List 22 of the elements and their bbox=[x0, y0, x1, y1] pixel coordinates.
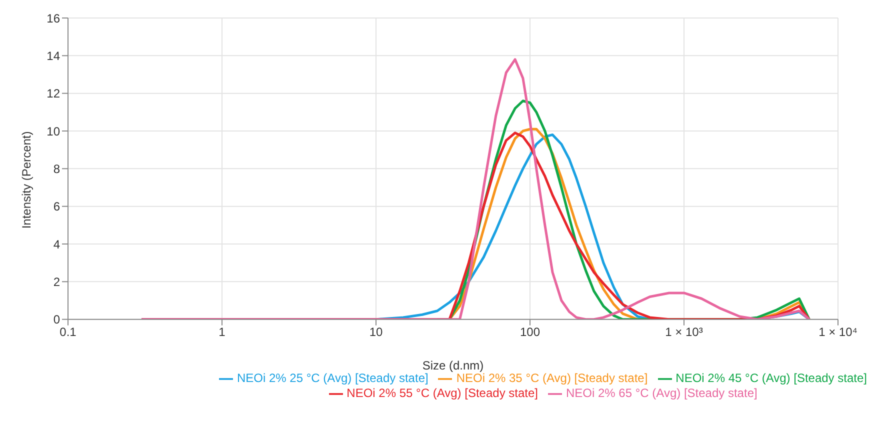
legend-label: NEOi 2% 65 °C (Avg) [Steady state] bbox=[566, 386, 758, 400]
y-axis-title: Intensity (Percent) bbox=[19, 131, 34, 229]
y-tick-label: 10 bbox=[46, 124, 60, 138]
y-tick-label: 2 bbox=[53, 274, 60, 289]
legend-label: NEOi 2% 35 °C (Avg) [Steady state] bbox=[456, 371, 648, 386]
x-tick-label: 100 bbox=[520, 324, 540, 339]
y-tick-label: 0 bbox=[53, 312, 60, 327]
legend-label: NEOi 2% 55 °C (Avg) [Steady state] bbox=[346, 386, 538, 400]
y-tick-label: 14 bbox=[46, 48, 60, 63]
x-axis-title: Size (d.nm) bbox=[422, 358, 484, 372]
x-tick-label: 1 × 10³ bbox=[665, 324, 703, 339]
x-tick-label: 10 bbox=[369, 324, 383, 339]
x-tick-label: 1 × 10⁴ bbox=[818, 324, 858, 339]
x-tick-label: 0.1 bbox=[60, 324, 77, 339]
legend-label: NEOi 2% 45 °C (Avg) [Steady state] bbox=[676, 371, 867, 386]
y-tick-label: 12 bbox=[46, 86, 60, 101]
x-tick-label: 1 bbox=[218, 324, 226, 339]
y-tick-label: 4 bbox=[53, 237, 60, 252]
y-tick-label: 6 bbox=[53, 200, 60, 214]
legend-label: NEOi 2% 25 °C (Avg) [Steady state] bbox=[237, 371, 428, 386]
y-tick-label: 16 bbox=[46, 11, 60, 26]
y-tick-label: 8 bbox=[53, 162, 60, 176]
